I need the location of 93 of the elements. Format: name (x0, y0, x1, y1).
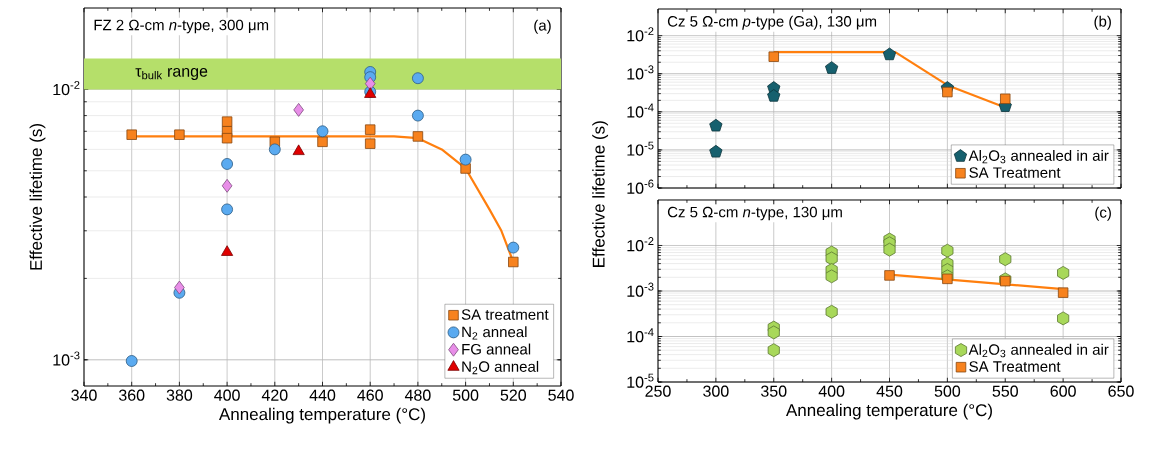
annotation: Cz 5 Ω-cm p-type (Ga), 130 μm (667, 15, 877, 30)
y-tick-label: 10$^{-4}$ (627, 103, 654, 118)
point (942, 86, 953, 98)
x-tick-label: 400 (818, 385, 845, 397)
y-axis-title: Effective lifetime (s) (29, 124, 46, 270)
y-tick-label: 10$^{-2}$ (627, 237, 654, 252)
y-tick-label: 10$^{-4}$ (627, 328, 654, 343)
point (1057, 265, 1070, 280)
y-tick-label: 10$^{-6}$ (627, 179, 654, 194)
point (221, 203, 233, 216)
x-tick-label: 450 (876, 385, 903, 397)
point (293, 102, 304, 117)
point (1000, 93, 1011, 104)
x-tick-label: 500 (452, 389, 479, 401)
point (508, 256, 519, 268)
x-tick-label: 360 (118, 389, 145, 401)
x-tick-label: 350 (761, 385, 787, 397)
point (126, 129, 137, 140)
point (412, 109, 424, 122)
point (365, 124, 376, 135)
point (507, 241, 520, 254)
point (767, 89, 781, 102)
legend-label: SA Treatment (969, 361, 1061, 372)
x-tick-label: 650 (1108, 385, 1134, 397)
x-tick-label: 340 (71, 389, 97, 401)
point (884, 270, 895, 281)
x-tick-label: 550 (992, 385, 1018, 397)
point (882, 47, 897, 61)
point (768, 51, 779, 62)
point (767, 325, 780, 340)
x-tick-label: 600 (1050, 385, 1076, 397)
annotation: (b) (1094, 15, 1111, 30)
point (221, 116, 233, 127)
point (317, 136, 328, 148)
x-tick-label: 460 (357, 389, 383, 401)
point (825, 61, 839, 74)
point (825, 251, 838, 266)
x-tick-label: 400 (214, 389, 240, 401)
point (125, 355, 138, 367)
legend-label: SA treatment (461, 309, 549, 320)
x-tick-label: 480 (404, 389, 431, 401)
x-tick-label: 420 (261, 389, 288, 401)
point (459, 153, 472, 166)
annotation: Cz 5 Ω-cm n-type, 130 μm (667, 206, 842, 221)
point (883, 242, 896, 257)
legend-label: Al$_{2}$O$_{3}$ annealed in air (968, 343, 1109, 358)
legend-label: N$_{2}$O anneal (462, 360, 539, 375)
point (767, 343, 780, 358)
annotation: FZ 2 Ω-cm n-type, 300 μm (94, 19, 269, 34)
point (942, 273, 953, 285)
annotation: (c) (1095, 206, 1111, 221)
x-axis-title: Annealing temperature (°C) (218, 407, 425, 424)
y-tick-label: 10$^{-2}$ (53, 81, 80, 96)
point (825, 304, 838, 319)
legend-label: SA Treatment (969, 167, 1061, 178)
y-axis-title: Effective lifetime (s) (592, 121, 609, 267)
point (316, 125, 329, 138)
legend-label: FG anneal (462, 343, 531, 355)
point (709, 118, 723, 132)
point (365, 138, 376, 149)
annotation: (a) (534, 19, 551, 34)
y-tick-label: 10$^{-3}$ (627, 282, 654, 297)
point (268, 143, 281, 156)
x-axis-title: Annealing temperature (°C) (785, 403, 992, 420)
point (999, 252, 1012, 267)
y-tick-label: 10$^{-5}$ (627, 141, 654, 156)
x-tick-label: 540 (548, 389, 574, 401)
point (221, 178, 233, 193)
x-tick-label: 500 (934, 385, 961, 397)
band-label: τ$_{bulk}$ range (135, 68, 208, 80)
point (825, 269, 838, 284)
point (221, 133, 233, 144)
x-tick-label: 520 (500, 389, 527, 401)
point (412, 72, 424, 85)
point (412, 131, 424, 142)
point (292, 144, 305, 156)
point (1057, 311, 1070, 326)
point (174, 129, 185, 140)
y-tick-label: 10$^{-2}$ (627, 27, 654, 42)
point (941, 243, 954, 258)
point (221, 245, 234, 256)
y-tick-label: 10$^{-3}$ (627, 65, 654, 80)
y-tick-label: 10$^{-3}$ (53, 351, 80, 366)
point (364, 76, 376, 91)
legend-label: Al$_{2}$O$_{3}$ annealed in air (968, 149, 1109, 164)
x-tick-label: 380 (166, 389, 193, 401)
point (174, 280, 185, 295)
point (709, 144, 723, 158)
point (1057, 287, 1069, 298)
point (221, 158, 233, 170)
x-tick-label: 300 (703, 385, 729, 397)
x-tick-label: 440 (309, 389, 336, 401)
legend-label: N$_{2}$ anneal (462, 326, 527, 340)
